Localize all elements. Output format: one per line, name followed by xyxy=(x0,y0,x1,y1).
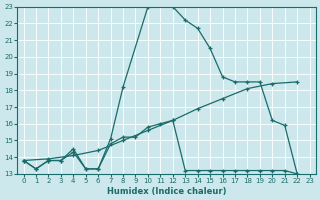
X-axis label: Humidex (Indice chaleur): Humidex (Indice chaleur) xyxy=(107,187,226,196)
